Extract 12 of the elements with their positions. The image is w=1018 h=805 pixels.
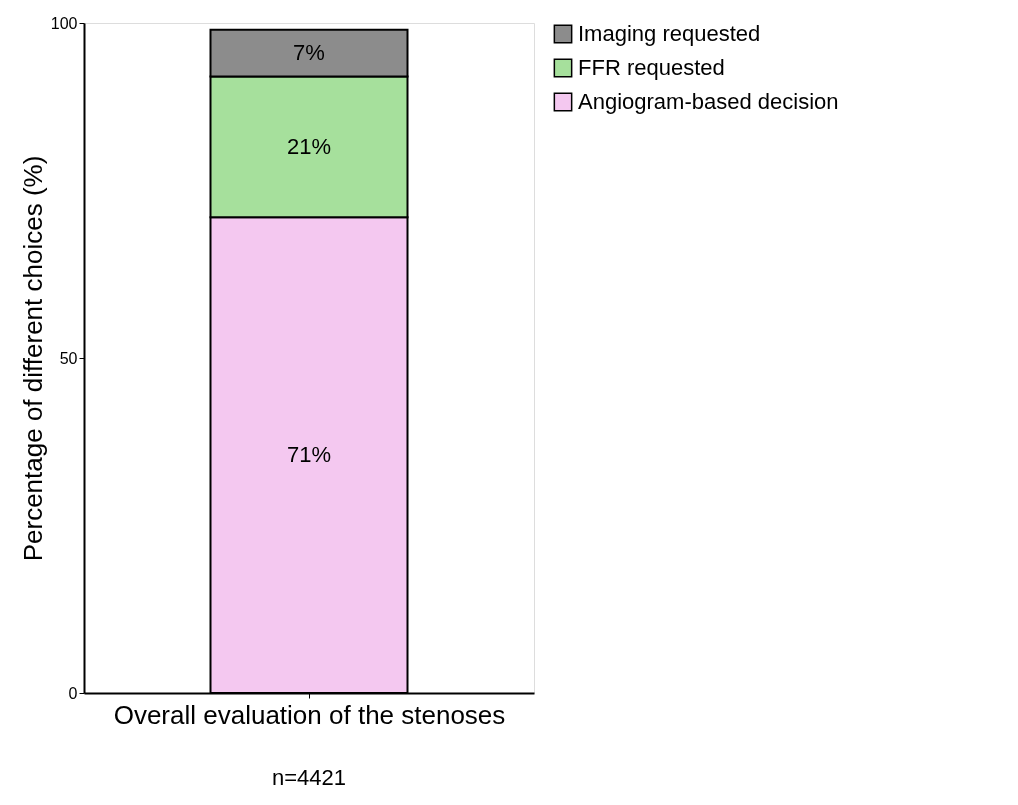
y-tick-label: 50 [59, 349, 78, 367]
y-tick-label: 0 [68, 684, 78, 702]
legend-label: FFR requested [578, 55, 725, 80]
x-axis-title: Overall evaluation of the stenoses [113, 700, 506, 730]
legend-label: Angiogram-based decision [578, 89, 839, 114]
data-label: 7% [293, 40, 325, 66]
y-axis-title: Percentage of different choices (%) [17, 155, 48, 562]
text: n=4421 [271, 765, 347, 790]
y-tick-label: 100 [50, 14, 78, 32]
data-label: 71% [286, 442, 332, 468]
legend-label: Imaging requested [578, 21, 761, 46]
data-label: 21% [286, 133, 332, 159]
